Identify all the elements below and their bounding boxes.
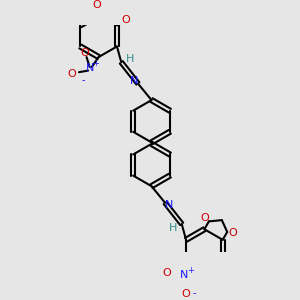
Text: O: O bbox=[121, 15, 130, 25]
Text: N: N bbox=[180, 270, 188, 280]
Text: O: O bbox=[163, 268, 172, 278]
Text: O: O bbox=[80, 47, 89, 58]
Text: -: - bbox=[193, 288, 196, 298]
Text: N: N bbox=[85, 63, 94, 74]
Text: H: H bbox=[169, 223, 177, 233]
Text: +: + bbox=[92, 58, 99, 68]
Text: N: N bbox=[130, 76, 138, 86]
Text: H: H bbox=[126, 54, 135, 64]
Text: N: N bbox=[165, 200, 173, 210]
Text: O: O bbox=[181, 289, 190, 299]
Text: O: O bbox=[93, 0, 101, 11]
Text: -: - bbox=[82, 76, 85, 85]
Text: O: O bbox=[228, 229, 237, 238]
Text: +: + bbox=[187, 266, 194, 274]
Text: O: O bbox=[67, 69, 76, 80]
Text: O: O bbox=[201, 213, 209, 223]
